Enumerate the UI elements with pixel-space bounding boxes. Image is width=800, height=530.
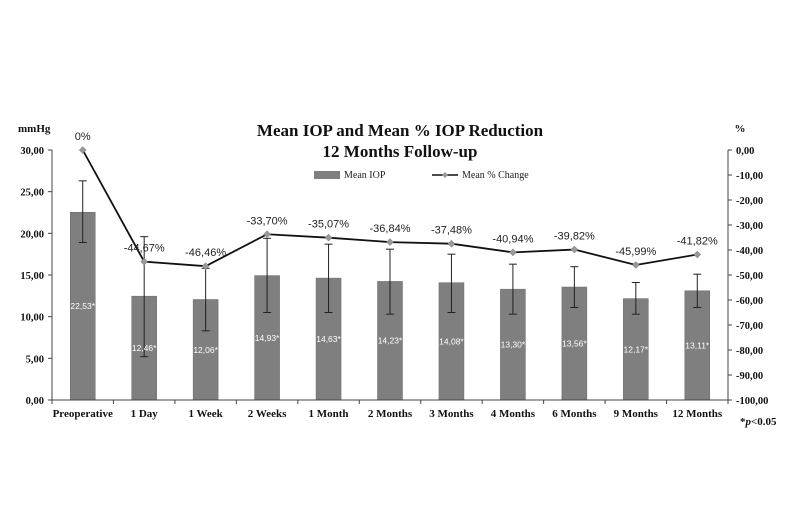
- bar-value-label: 12,06*: [193, 345, 218, 355]
- line-value-label: -40,94%: [492, 233, 533, 245]
- line-point-marker: [693, 250, 702, 259]
- bar-value-label: 12,46*: [132, 343, 157, 353]
- line-value-label: -41,82%: [677, 236, 718, 248]
- x-axis-category-label: 2 Weeks: [248, 408, 287, 420]
- legend-label-line: Mean % Change: [462, 170, 529, 181]
- right-axis-tick-label: -40,00: [736, 246, 763, 257]
- line-value-label: 0%: [75, 131, 91, 143]
- right-axis-tick-label: -50,00: [736, 271, 763, 282]
- footnote: *p<0.05: [740, 416, 777, 428]
- right-axis-tick-label: -100,00: [736, 396, 768, 407]
- legend: Mean IOP Mean % Change: [314, 170, 529, 181]
- bar-value-label: 13,56*: [562, 339, 587, 349]
- legend-swatch-bar: [314, 171, 340, 179]
- left-axis-unit: mmHg: [18, 123, 51, 135]
- line-value-label: -37,48%: [431, 225, 472, 237]
- line-point-marker: [386, 238, 394, 246]
- line-value-label: -36,84%: [370, 223, 411, 235]
- line-value-label: -39,82%: [554, 231, 595, 243]
- legend-swatch-marker: [442, 172, 448, 178]
- line-point-marker: [140, 257, 149, 266]
- line-value-label: -46,46%: [185, 247, 226, 259]
- x-axis-category-label: 1 Day: [131, 408, 159, 420]
- right-axis-tick-label: -80,00: [736, 346, 763, 357]
- left-axis-tick-label: 15,00: [20, 271, 44, 282]
- bar-value-label: 14,23*: [378, 336, 403, 346]
- x-axis-category-label: 2 Months: [368, 408, 413, 420]
- x-axis: Preoperative 1 Day 1 Week 2 Weeks 1 Month 2 M…: [51, 399, 729, 420]
- x-axis-category-label: 4 Months: [491, 408, 536, 420]
- right-axis-tick-label: -10,00: [736, 171, 763, 182]
- bar-value-label: 13,30*: [501, 340, 526, 350]
- right-axis-tick-label: 0,00: [736, 146, 754, 157]
- bar-value-label: 14,63*: [316, 334, 341, 344]
- line-point-marker: [570, 245, 579, 254]
- line-point-marker: [631, 261, 640, 269]
- right-axis-unit: %: [735, 123, 746, 135]
- x-axis-category-label: 3 Months: [429, 408, 474, 420]
- chart-title: Mean IOP and Mean % IOP Reduction 12 Mon…: [257, 121, 544, 161]
- chart-title-line-1: Mean IOP and Mean % IOP Reduction: [257, 121, 544, 140]
- line-point-marker: [201, 262, 210, 271]
- right-axis-tick-label: -90,00: [736, 371, 763, 382]
- right-axis-tick-label: -20,00: [736, 196, 763, 207]
- line-value-label: -44,67%: [124, 243, 165, 255]
- bar-series: [69, 212, 711, 401]
- line-value-label: -35,07%: [308, 219, 349, 231]
- bar-value-label: 14,93*: [255, 333, 280, 343]
- chart-title-line-2: 12 Months Follow-up: [323, 142, 478, 161]
- line-series: [78, 146, 702, 271]
- bar-value-label: 14,08*: [439, 336, 464, 346]
- right-y-axis: 0,00 -10,00 -20,00 -30,00 -40,00 -50,00 -60,00…: [727, 146, 768, 407]
- x-axis-category-label: 1 Week: [188, 408, 223, 420]
- bar-value-label: 22,53*: [70, 301, 95, 311]
- left-axis-tick-label: 5,00: [26, 354, 44, 365]
- line-point-marker: [78, 146, 87, 154]
- x-axis-category-label: 9 Months: [614, 408, 659, 420]
- line-point-marker: [263, 230, 271, 239]
- right-axis-tick-label: -70,00: [736, 321, 763, 332]
- line-value-label: -45,99%: [615, 246, 656, 258]
- left-axis-tick-label: 10,00: [20, 313, 44, 324]
- line-point-marker: [447, 239, 456, 248]
- left-axis-tick-label: 0,00: [26, 396, 44, 407]
- left-axis-tick-label: 25,00: [20, 188, 44, 199]
- left-axis-tick-label: 30,00: [20, 146, 44, 157]
- line-point-marker: [509, 248, 517, 257]
- line-point-marker: [324, 233, 333, 242]
- legend-label-bar: Mean IOP: [344, 170, 386, 181]
- right-axis-tick-label: -60,00: [736, 296, 763, 307]
- error-bars: [78, 180, 702, 358]
- x-axis-category-label: 6 Months: [552, 408, 597, 420]
- bar: [69, 212, 96, 401]
- right-axis-tick-label: -30,00: [736, 221, 763, 232]
- left-axis-tick-label: 20,00: [20, 229, 44, 240]
- bar-value-labels: 22,53* 12,46* 12,06* 14,93* 14,63* 14,23* 14,0…: [70, 301, 710, 355]
- bar-value-label: 12,17*: [624, 344, 649, 354]
- line-value-labels: 0% -44,67% -46,46% -33,70% -35,07% -36,84% -37…: [75, 131, 718, 259]
- line-value-label: -33,70%: [247, 215, 288, 227]
- x-axis-category-label: 1 Month: [309, 408, 349, 420]
- left-y-axis: 0,00 5,00 10,00 15,00 20,00 25,00 30,00: [20, 146, 53, 407]
- x-axis-category-label: 12 Months: [672, 408, 723, 420]
- x-axis-category-label: Preoperative: [53, 408, 113, 420]
- bar-value-label: 13,11*: [685, 340, 710, 350]
